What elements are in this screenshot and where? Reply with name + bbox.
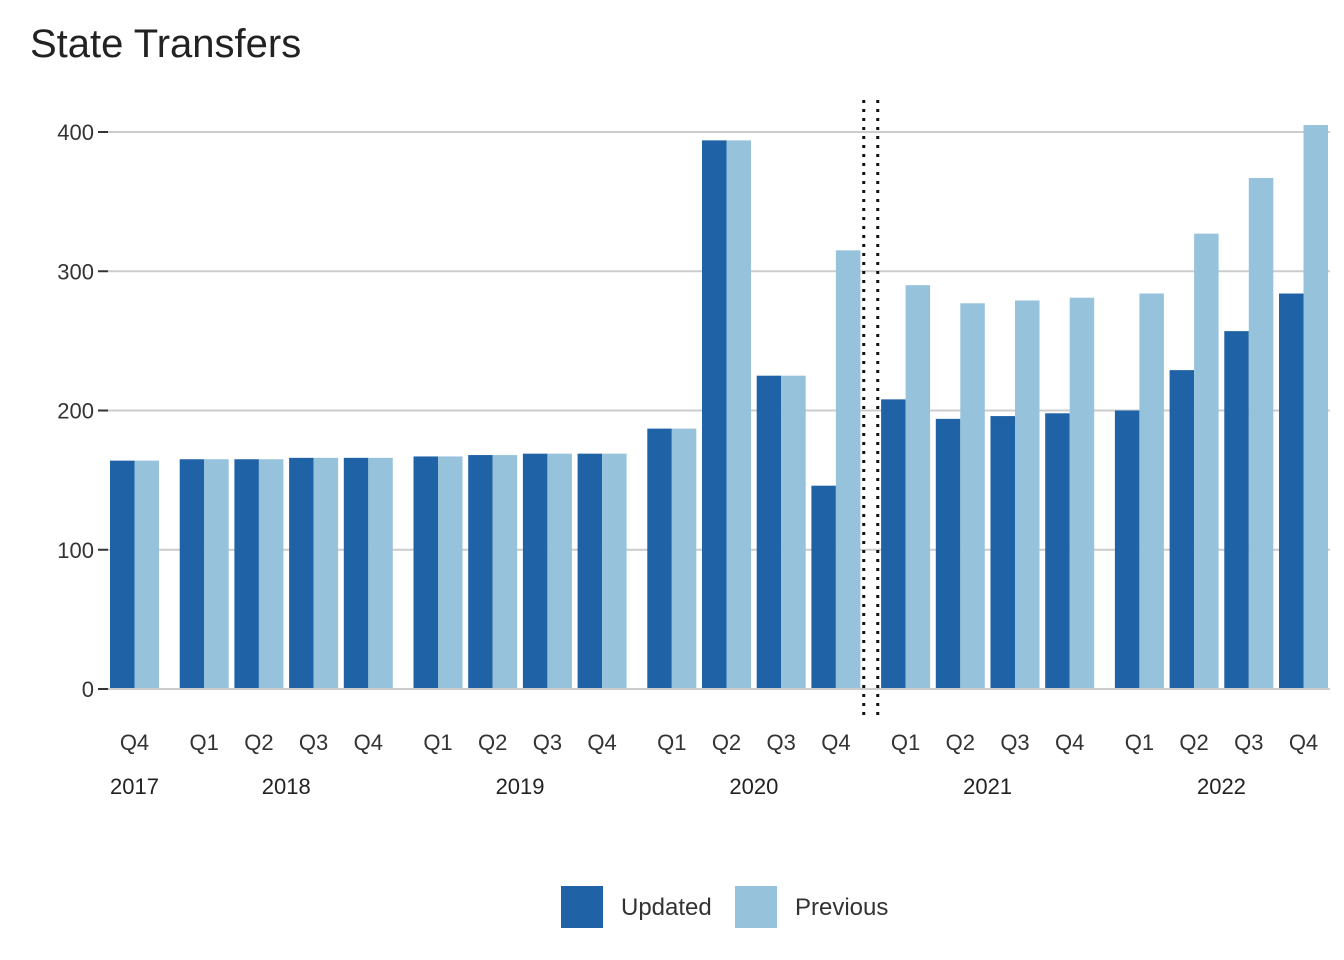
bar-previous-2019-Q4 bbox=[602, 453, 627, 689]
bar-updated-2018-Q2 bbox=[234, 459, 259, 689]
bar-updated-2021-Q1 bbox=[881, 399, 906, 689]
bar-updated-2022-Q4 bbox=[1279, 293, 1304, 689]
bar-previous-2020-Q3 bbox=[781, 375, 806, 689]
bar-previous-2021-Q2 bbox=[960, 303, 985, 689]
chart-legend: Updated Previous bbox=[0, 886, 1344, 930]
x-tick-label-quarter: Q1 bbox=[891, 730, 920, 755]
bar-previous-2022-Q2 bbox=[1194, 233, 1219, 689]
x-tick-label-quarter: Q3 bbox=[767, 730, 796, 755]
bar-previous-2021-Q3 bbox=[1015, 300, 1040, 689]
bar-updated-2018-Q1 bbox=[179, 459, 205, 689]
bar-previous-2018-Q3 bbox=[313, 457, 339, 689]
bar-updated-2021-Q2 bbox=[935, 418, 961, 689]
bar-updated-2021-Q3 bbox=[990, 416, 1015, 689]
x-tick-label-quarter: Q1 bbox=[1125, 730, 1154, 755]
bar-previous-2022-Q3 bbox=[1248, 177, 1274, 689]
bar-previous-2019-Q1 bbox=[438, 456, 463, 689]
x-tick-label-quarter: Q4 bbox=[587, 730, 616, 755]
x-tick-label-year-2021: 2021 bbox=[963, 774, 1012, 799]
bar-previous-2018-Q2 bbox=[258, 459, 284, 689]
legend-label-previous: Previous bbox=[795, 894, 889, 921]
x-tick-label-quarter: Q4 bbox=[1289, 730, 1318, 755]
bar-previous-2020-Q2 bbox=[726, 140, 751, 690]
bar-updated-2020-Q3 bbox=[756, 375, 782, 689]
y-tick-label-300: 300 bbox=[57, 259, 94, 284]
x-tick-label-quarter: Q1 bbox=[190, 730, 219, 755]
x-tick-label-quarter: Q2 bbox=[712, 730, 741, 755]
bar-chart: 0 100 200 300 400 Q4 Q1 Q2 Q3 Q4 Q1 Q2 Q3 Q4 Q1 Q2 Q3 Q4 Q… bbox=[57, 100, 1330, 799]
x-tick-label-quarter: Q3 bbox=[1000, 730, 1029, 755]
x-tick-label-quarter: Q1 bbox=[657, 730, 686, 755]
x-tick-label-quarter: Q3 bbox=[299, 730, 328, 755]
chart-title: State Transfers bbox=[30, 22, 302, 66]
bar-updated-2018-Q4 bbox=[343, 457, 369, 689]
x-tick-label-quarter: Q3 bbox=[533, 730, 562, 755]
legend-swatch-previous bbox=[735, 886, 777, 928]
bar-updated-2020-Q4 bbox=[811, 485, 836, 689]
bar-updated-2019-Q2 bbox=[468, 455, 493, 689]
bar-updated-2022-Q3 bbox=[1224, 331, 1249, 689]
x-tick-label-year-2018: 2018 bbox=[262, 774, 311, 799]
bar-updated-2018-Q3 bbox=[289, 457, 314, 689]
x-tick-label-year-2019: 2019 bbox=[496, 774, 545, 799]
bar-previous-2022-Q1 bbox=[1139, 293, 1164, 689]
bar-previous-2018-Q1 bbox=[204, 459, 229, 689]
bar-previous-2021-Q1 bbox=[905, 285, 931, 689]
bar-previous-2019-Q2 bbox=[492, 455, 518, 689]
x-tick-label-year-2017: 2017 bbox=[110, 774, 159, 799]
bar-previous-2018-Q4 bbox=[368, 457, 393, 689]
legend-swatch-updated bbox=[561, 886, 603, 928]
x-tick-label-quarter: Q1 bbox=[423, 730, 452, 755]
bar-updated-2020-Q2 bbox=[702, 140, 727, 690]
bar-previous-2020-Q1 bbox=[671, 428, 697, 689]
bar-updated-2021-Q4 bbox=[1045, 413, 1070, 689]
y-tick-label-200: 200 bbox=[57, 399, 94, 424]
bar-previous-2020-Q4 bbox=[835, 250, 861, 690]
bar-updated-2022-Q1 bbox=[1114, 410, 1140, 689]
bar-updated-2019-Q1 bbox=[413, 456, 438, 689]
bar-updated-2020-Q1 bbox=[647, 428, 672, 689]
bar-updated-2017-Q4 bbox=[110, 460, 135, 689]
bar-updated-2019-Q4 bbox=[577, 453, 603, 689]
y-tick-label-400: 400 bbox=[57, 120, 94, 145]
x-tick-label-year-2022: 2022 bbox=[1197, 774, 1246, 799]
x-tick-label-quarter: Q4 bbox=[821, 730, 850, 755]
x-tick-label-quarter: Q2 bbox=[244, 730, 273, 755]
x-tick-label-quarter: Q4 bbox=[354, 730, 383, 755]
bar-previous-2021-Q4 bbox=[1069, 297, 1095, 689]
bar-updated-2019-Q3 bbox=[522, 453, 548, 689]
x-tick-label-quarter: Q2 bbox=[1179, 730, 1208, 755]
x-tick-label-quarter: Q3 bbox=[1234, 730, 1263, 755]
x-tick-label-quarter: Q4 bbox=[1055, 730, 1084, 755]
legend-label-updated: Updated bbox=[621, 894, 712, 921]
x-tick-label-quarter: Q2 bbox=[478, 730, 507, 755]
y-tick-label-100: 100 bbox=[57, 538, 94, 563]
x-tick-label-year-2020: 2020 bbox=[729, 774, 778, 799]
bar-previous-2022-Q4 bbox=[1303, 125, 1328, 690]
bar-previous-2017-Q4 bbox=[134, 460, 159, 689]
bar-updated-2022-Q2 bbox=[1169, 370, 1195, 689]
y-tick-label-0: 0 bbox=[82, 677, 94, 702]
x-tick-label-quarter: Q4 bbox=[120, 730, 149, 755]
bar-previous-2019-Q3 bbox=[547, 453, 572, 689]
x-tick-label-quarter: Q2 bbox=[946, 730, 975, 755]
